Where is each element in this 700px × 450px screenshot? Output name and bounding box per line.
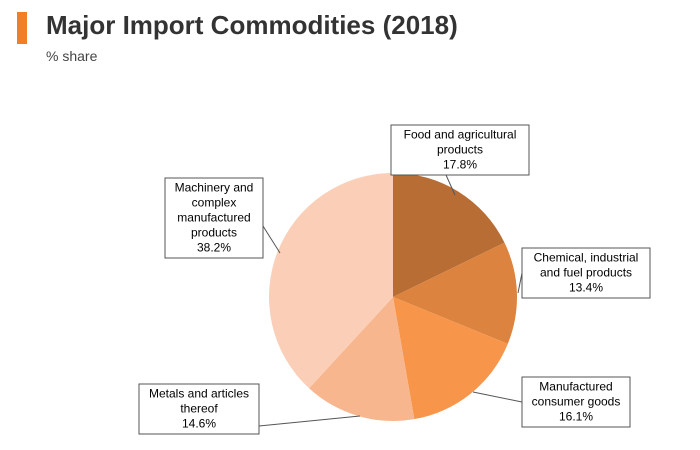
leader-line-4 — [258, 415, 361, 427]
slice-category-label-3: consumer goods — [532, 395, 621, 409]
slice-category-label-5: complex — [192, 196, 237, 210]
slice-category-label-2: Chemical, industrial — [534, 251, 639, 265]
slice-category-label-4: Metals and articles — [149, 387, 249, 401]
slice-category-label-3: Manufactured — [539, 380, 612, 394]
slice-category-label-5: products — [191, 226, 237, 240]
pie-slice-1 — [393, 172, 505, 297]
slice-value-label-4: 14.6% — [182, 417, 216, 431]
slice-category-label-2: and fuel products — [540, 266, 632, 280]
pie-slices — [269, 172, 518, 422]
slice-value-label-1: 17.8% — [443, 158, 477, 172]
pie-slice-4 — [309, 297, 415, 422]
slice-label-box-2 — [521, 247, 651, 299]
slice-category-label-5: Machinery and — [175, 181, 254, 195]
leader-line-1 — [445, 174, 456, 196]
slice-label-box-1 — [390, 124, 530, 176]
slice-label-box-4 — [138, 383, 260, 435]
slice-value-label-5: 38.2% — [197, 241, 231, 255]
slice-value-label-3: 16.1% — [559, 410, 593, 424]
pie-slice-2 — [393, 242, 518, 344]
pie-slice-3 — [393, 297, 508, 420]
pie-slice-5 — [269, 173, 393, 389]
slice-label-box-5 — [164, 177, 264, 259]
title-accent-bar — [17, 12, 27, 44]
slice-category-label-1: products — [437, 143, 483, 157]
leader-line-5 — [262, 225, 281, 254]
slice-category-label-1: Food and agricultural — [404, 128, 517, 142]
chart-subtitle: % share — [46, 48, 98, 64]
slice-labels: Food and agriculturalproducts17.8%Chemic… — [138, 124, 651, 435]
leader-lines — [258, 174, 523, 427]
slice-category-label-4: thereof — [180, 402, 218, 416]
slice-value-label-2: 13.4% — [569, 281, 603, 295]
slice-category-label-5: manufactured — [177, 211, 250, 225]
leader-line-2 — [517, 272, 523, 294]
chart-title: Major Import Commodities (2018) — [46, 10, 458, 40]
slice-label-box-3 — [521, 376, 631, 428]
leader-line-3 — [472, 391, 523, 403]
